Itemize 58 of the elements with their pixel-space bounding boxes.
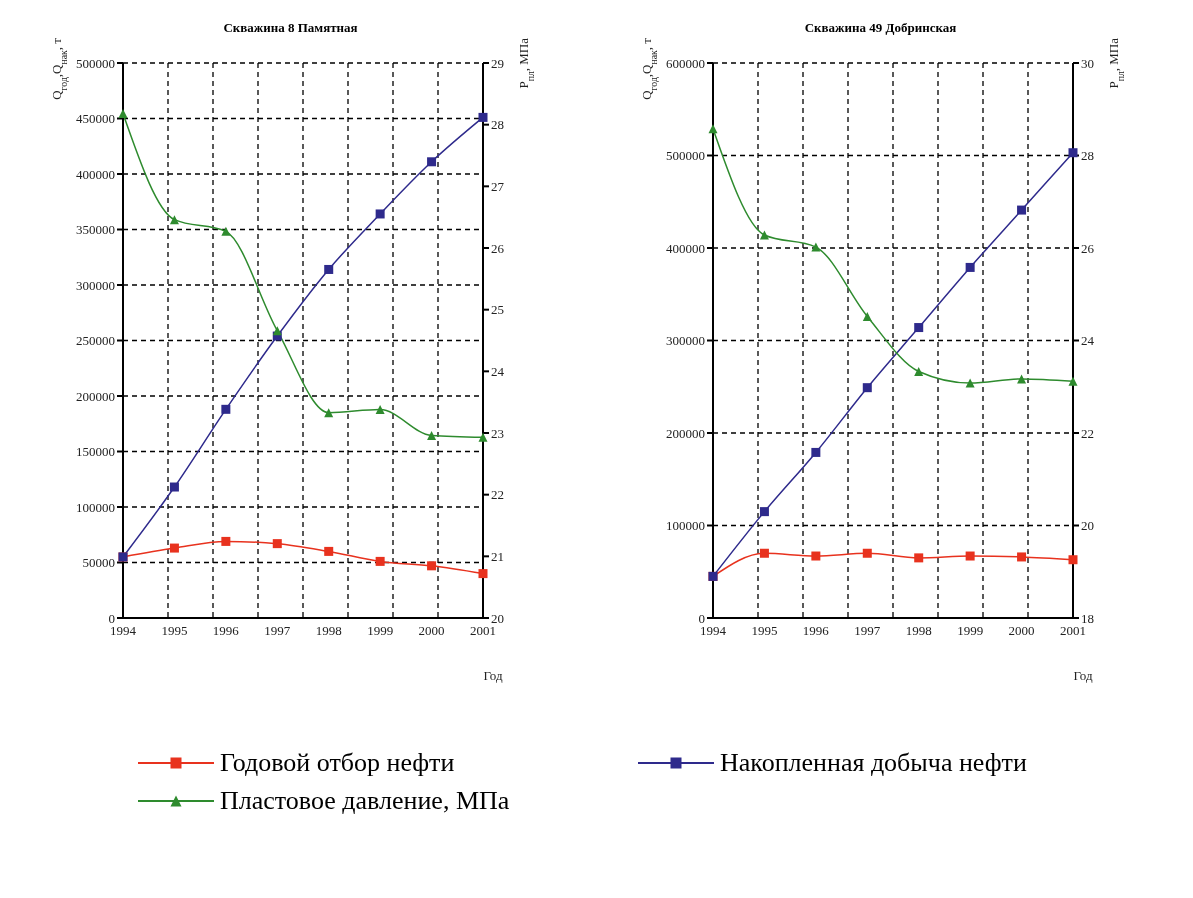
y-tick-label: 200000 xyxy=(76,388,115,404)
x-tick-label: 2001 xyxy=(1060,623,1086,639)
y-tick-label: 400000 xyxy=(76,166,115,182)
y-tick-label: 100000 xyxy=(76,499,115,515)
x-tick-label: 1994 xyxy=(700,623,727,639)
x-tick-label: 1994 xyxy=(110,623,137,639)
chart-title: Скважина 8 Памятная xyxy=(222,20,359,36)
y2-tick-label: 21 xyxy=(491,548,504,564)
y-tick-label: 300000 xyxy=(666,333,705,349)
y-tick-label: 300000 xyxy=(76,277,115,293)
x-tick-label: 2001 xyxy=(470,623,496,639)
y-tick-label: 200000 xyxy=(666,425,705,441)
y2-tick-label: 23 xyxy=(491,425,504,441)
y2-tick-label: 20 xyxy=(491,610,504,626)
y-tick-label: 450000 xyxy=(76,111,115,127)
y-tick-label: 600000 xyxy=(666,55,705,71)
y2-tick-label: 28 xyxy=(1081,148,1094,164)
x-tick-label: 1998 xyxy=(315,623,342,639)
x-tick-label: 1995 xyxy=(751,623,778,639)
y2-tick-label: 24 xyxy=(491,363,505,379)
y-tick-label: 50000 xyxy=(82,555,115,571)
y-tick-label: 250000 xyxy=(76,333,115,349)
y-tick-label: 0 xyxy=(698,610,705,626)
y2-tick-label: 22 xyxy=(491,487,504,503)
x-tick-label: 1997 xyxy=(854,623,881,639)
y2-tick-label: 29 xyxy=(491,55,504,71)
y-tick-label: 500000 xyxy=(666,148,705,164)
y-tick-label: 350000 xyxy=(76,222,115,238)
y2-tick-label: 22 xyxy=(1081,425,1094,441)
y-tick-label: 100000 xyxy=(666,518,705,534)
x-tick-label: 2000 xyxy=(1008,623,1035,639)
y2-tick-label: 18 xyxy=(1081,610,1094,626)
y2-tick-label: 25 xyxy=(491,302,504,318)
y-tick-label: 400000 xyxy=(666,240,705,256)
y2-tick-label: 26 xyxy=(491,240,505,256)
y2-tick-label: 28 xyxy=(491,117,504,133)
x-tick-label: 2000 xyxy=(418,623,445,639)
legend-label: Пластовое давление, МПа xyxy=(220,786,510,816)
x-tick-label: 1997 xyxy=(264,623,291,639)
x-tick-label: 1996 xyxy=(802,623,830,639)
y-tick-label: 150000 xyxy=(76,444,115,460)
x-axis-title: Год xyxy=(483,668,503,683)
x-axis-title: Год xyxy=(1073,668,1093,683)
x-tick-label: 1999 xyxy=(367,623,394,639)
y2-tick-label: 24 xyxy=(1081,333,1095,349)
chart-title: Скважина 49 Добринская xyxy=(803,20,958,36)
legend-label: Накопленная добыча нефти xyxy=(720,748,1027,778)
y2-tick-label: 27 xyxy=(491,178,505,194)
y2-tick-label: 20 xyxy=(1081,518,1094,534)
y-tick-label: 500000 xyxy=(76,55,115,71)
y2-tick-label: 26 xyxy=(1081,240,1095,256)
x-tick-label: 1999 xyxy=(957,623,984,639)
x-tick-label: 1995 xyxy=(161,623,188,639)
x-tick-label: 1996 xyxy=(212,623,240,639)
legend-label: Годовой отбор нефти xyxy=(220,748,455,778)
y2-tick-label: 30 xyxy=(1081,55,1094,71)
y-tick-label: 0 xyxy=(108,610,115,626)
x-tick-label: 1998 xyxy=(905,623,932,639)
